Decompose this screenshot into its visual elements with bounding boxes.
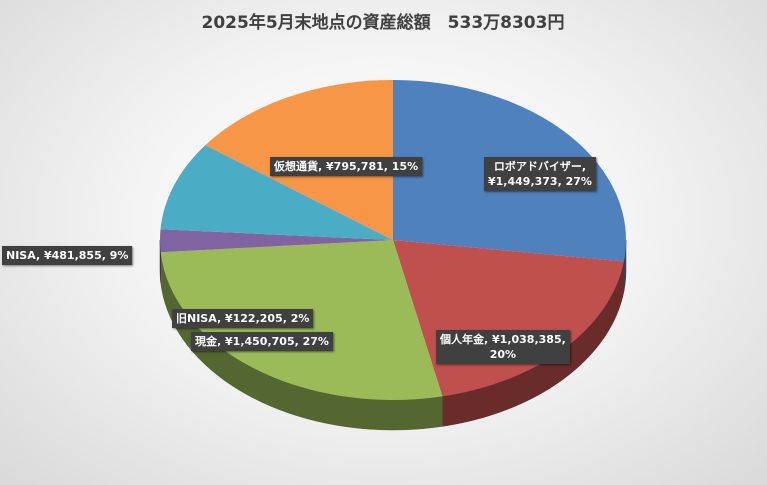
label-value: ¥481,855 (43, 249, 102, 262)
label-separator: , (35, 249, 44, 262)
label-separator: , (383, 160, 392, 173)
label-value: ¥795,781 (326, 160, 384, 173)
label-percent: 9% (109, 249, 129, 262)
label-category: NISA (6, 249, 36, 262)
label-category: 旧NISA (176, 312, 217, 325)
label-percent: 20% (489, 348, 517, 361)
label-separator: , (581, 160, 587, 173)
data-label: ロボアドバイザー, ¥1,449,373, 27% (484, 157, 596, 191)
label-percent: 27% (565, 175, 592, 188)
label-value: ¥1,449,373 (488, 175, 558, 188)
label-value: ¥1,038,385 (492, 333, 562, 346)
label-percent: 2% (290, 312, 310, 325)
label-category: 仮想通貨 (274, 160, 318, 173)
data-label: NISA, ¥481,855, 9% (2, 246, 133, 265)
label-value: ¥122,205 (224, 312, 283, 325)
data-label: 仮想通貨, ¥795,781, 15% (270, 157, 423, 176)
label-percent: 27% (302, 335, 329, 348)
label-percent: 15% (391, 160, 419, 173)
label-separator: , (561, 333, 566, 346)
label-separator: , (294, 335, 303, 348)
label-separator: , (216, 312, 225, 325)
chart-title: 2025年5月末地点の資産総額 533万8303円 (202, 12, 565, 33)
data-label: 現金, ¥1,450,705, 27% (191, 332, 333, 351)
label-category: 個人年金 (440, 333, 484, 346)
data-label: 旧NISA, ¥122,205, 2% (172, 309, 314, 328)
label-separator: , (484, 333, 493, 346)
data-label: 個人年金, ¥1,038,385, 20% (436, 330, 570, 364)
label-value: ¥1,450,705 (225, 335, 295, 348)
label-separator: , (282, 312, 291, 325)
slice (160, 145, 393, 240)
label-separator: , (557, 175, 566, 188)
label-separator: , (101, 249, 110, 262)
label-category: ロボアドバイザー (493, 160, 582, 173)
label-category: 現金 (195, 335, 217, 348)
label-separator: , (318, 160, 327, 173)
slice (160, 229, 393, 253)
label-separator: , (217, 335, 226, 348)
